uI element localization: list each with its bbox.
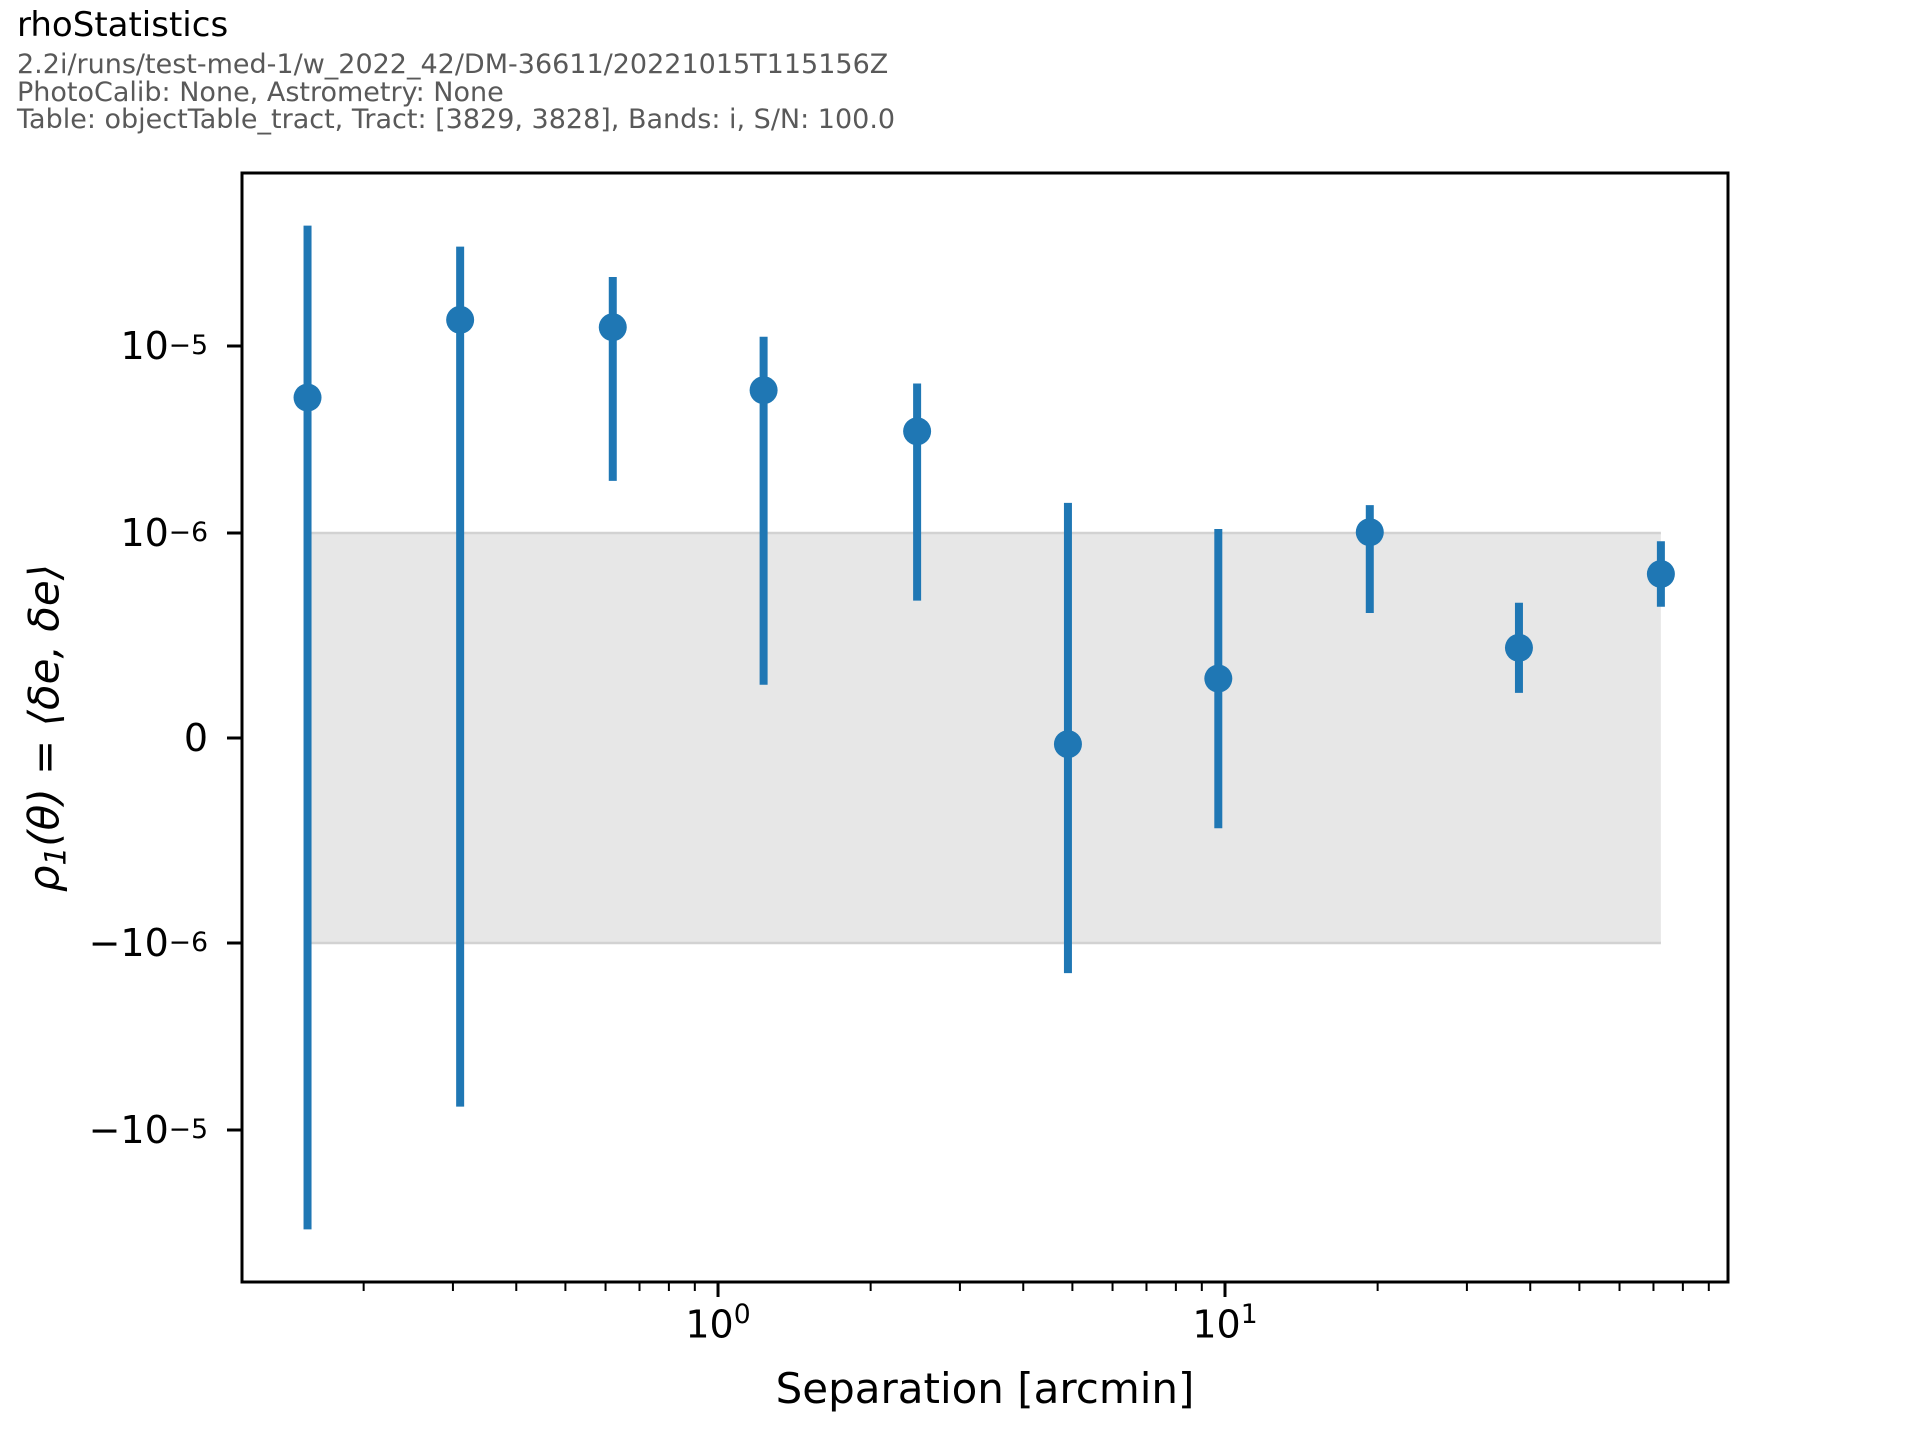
axes-spines xyxy=(240,171,1730,1284)
page-title: rhoStatistics xyxy=(17,5,229,45)
data-point xyxy=(903,417,932,446)
subtitle-line-2: PhotoCalib: None, Astrometry: None xyxy=(17,77,504,108)
subtitle-line-3: Table: objectTable_tract, Tract: [3829, … xyxy=(17,104,896,135)
data-point xyxy=(1355,518,1384,547)
subtitle-line-1: 2.2i/runs/test-med-1/w_2022_42/DM-36611/… xyxy=(17,49,889,80)
data-point xyxy=(446,305,475,334)
data-point xyxy=(1646,560,1675,588)
x-axis-label: Separation [arcmin] xyxy=(775,1364,1195,1413)
data-point xyxy=(1204,664,1233,693)
data-point xyxy=(749,376,778,405)
data-point xyxy=(598,313,627,342)
y-axis-label: ρ1(θ) = ⟨δe, δe⟩ xyxy=(19,564,72,892)
data-point xyxy=(1053,730,1082,759)
y-axis-label-rho: ρ xyxy=(19,865,69,893)
data-point xyxy=(1504,633,1533,662)
reference-band xyxy=(307,533,1661,943)
y-axis-label-sub: 1 xyxy=(38,846,73,866)
data-point xyxy=(293,383,322,412)
y-axis-label-rest: (θ) = ⟨δe, δe⟩ xyxy=(19,563,69,847)
